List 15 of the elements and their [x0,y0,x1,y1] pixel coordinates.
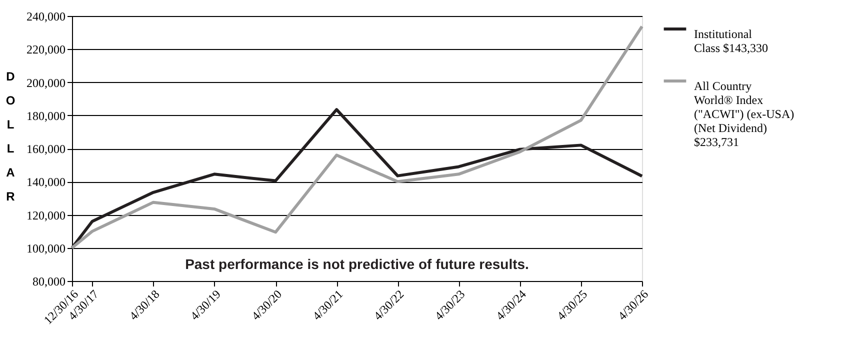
y-tick-label: 200,000 [26,76,66,90]
line-series [70,108,644,250]
y-tick-label: 240,000 [26,10,66,24]
y-tick-label: 100,000 [26,241,66,256]
y-tick-label: 160,000 [26,142,66,156]
annotation: Past performance is not predictive of future results. [185,256,529,272]
y-tick-label: 80,000 [32,274,66,288]
y-axis-title: DOLLAR [6,70,16,204]
y-tick-label: 140,000 [26,175,66,190]
y-tick-label: 180,000 [26,108,66,123]
y-tick-label: 120,000 [26,208,66,222]
legend-label: All Country World® Index ("ACWI") (ex-USA) (Net Dividend) $233,731 [694,79,794,149]
legend-label: Institutional Class $143,330 [694,27,768,55]
y-tick-label: 220,000 [26,42,66,57]
line-series [70,24,644,250]
